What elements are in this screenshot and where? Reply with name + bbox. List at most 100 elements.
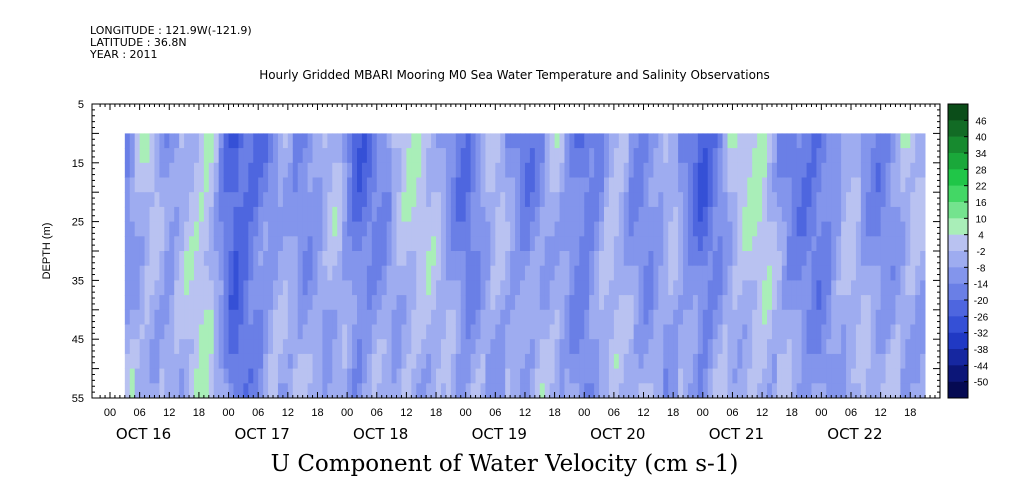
heatmap-cell: [258, 309, 264, 325]
heatmap-cell: [604, 192, 610, 208]
heatmap-cell: [431, 133, 437, 149]
colorbar-swatch: [948, 349, 968, 366]
heatmap-cell: [564, 162, 570, 178]
heatmap-cell: [327, 162, 333, 178]
heatmap-cell: [347, 353, 353, 369]
x-day-label: OCT 20: [590, 425, 645, 443]
heatmap-cell: [712, 221, 719, 237]
heatmap-cell: [510, 280, 516, 296]
heatmap-cell: [500, 133, 506, 149]
heatmap-cell: [826, 236, 832, 252]
heatmap-cell: [277, 339, 284, 355]
heatmap-cell: [920, 162, 926, 178]
heatmap-cell: [870, 206, 877, 222]
colorbar-label: 4: [978, 231, 984, 242]
heatmap-cell: [811, 133, 817, 149]
chart-title: Hourly Gridded MBARI Mooring M0 Sea Wate…: [259, 68, 770, 82]
heatmap-cell: [554, 251, 560, 267]
heatmap-cell: [292, 265, 299, 281]
heatmap-cell: [317, 221, 323, 237]
heatmap-cell: [391, 280, 397, 296]
heatmap-cell: [762, 324, 768, 340]
heatmap-cell: [421, 236, 427, 252]
heatmap-cell: [386, 309, 392, 325]
x-hour-tick-label: 06: [608, 407, 620, 419]
heatmap-cell: [436, 383, 442, 399]
heatmap-cell: [445, 177, 452, 193]
heatmap-cell: [589, 133, 595, 149]
heatmap-cell: [139, 162, 145, 178]
heatmap-cell: [895, 295, 901, 311]
heatmap-cell: [273, 280, 279, 296]
heatmap-cell: [638, 251, 644, 267]
heatmap-cell: [702, 339, 709, 355]
heatmap-cell: [855, 148, 862, 164]
heatmap-cell: [376, 206, 383, 222]
heatmap-cell: [391, 177, 397, 193]
heatmap-cells: [124, 133, 926, 399]
heatmap-cell: [890, 148, 896, 164]
heatmap-cell: [505, 236, 511, 252]
heatmap-cell: [520, 251, 526, 267]
heatmap-cell: [737, 324, 743, 340]
heatmap-cell: [816, 265, 822, 281]
heatmap-cell: [154, 251, 160, 267]
heatmap-cell: [376, 368, 383, 384]
heatmap-cell: [361, 133, 368, 149]
heatmap-cell: [628, 339, 635, 355]
heatmap-cell: [559, 177, 565, 193]
heatmap-cell: [604, 324, 610, 340]
heatmap-cell: [416, 192, 422, 208]
heatmap-cell: [154, 236, 160, 252]
colorbar-label: -26: [974, 312, 989, 323]
heatmap-cell: [579, 221, 585, 237]
heatmap-cell: [658, 133, 664, 149]
heatmap-cell: [628, 206, 635, 222]
heatmap-cell: [801, 133, 807, 149]
heatmap-cell: [781, 309, 788, 325]
heatmap-cell: [757, 236, 763, 252]
heatmap-cell: [282, 206, 289, 222]
heatmap-cell: [510, 265, 516, 281]
axes: 00 06 12 18 00 06 12 18 00 06 12 18 00 06 12 18 00 06 12 18…: [72, 99, 941, 443]
heatmap-cell: [421, 368, 427, 384]
colorbar-label: 22: [975, 182, 987, 193]
heatmap-cell: [900, 192, 906, 208]
heatmap-cell: [702, 236, 709, 252]
heatmap-cell: [342, 353, 348, 369]
heatmap-cell: [584, 383, 590, 399]
heatmap-cell: [470, 339, 476, 355]
heatmap-cell: [396, 162, 402, 178]
heatmap-cell: [668, 339, 674, 355]
heatmap-cell: [144, 353, 150, 369]
heatmap-cell: [549, 206, 555, 222]
heatmap-cell: [604, 295, 610, 311]
heatmap-cell: [203, 133, 210, 149]
heatmap-cell: [455, 236, 462, 252]
heatmap-cell: [475, 251, 481, 267]
heatmap-cell: [618, 383, 625, 399]
heatmap-cell: [707, 383, 714, 399]
heatmap-cell: [480, 177, 486, 193]
heatmap-cell: [233, 162, 239, 178]
heatmap-cell: [890, 309, 896, 325]
heatmap-cell: [752, 295, 758, 311]
heatmap-cell: [366, 177, 373, 193]
heatmap-cell: [124, 133, 131, 149]
heatmap-cell: [431, 162, 437, 178]
heatmap-cell: [579, 339, 585, 355]
heatmap-cell: [633, 251, 639, 267]
heatmap-cell: [687, 280, 694, 296]
heatmap-cell: [421, 383, 427, 399]
heatmap-cell: [722, 309, 728, 325]
heatmap-cell: [475, 148, 481, 164]
heatmap-cell: [223, 368, 229, 384]
heatmap-cell: [737, 265, 743, 281]
heatmap-cell: [139, 309, 145, 325]
heatmap-cell: [149, 133, 155, 149]
heatmap-cell: [287, 368, 294, 384]
x-hour-tick-label: 00: [578, 407, 590, 419]
heatmap-cell: [139, 221, 145, 237]
heatmap-cell: [579, 177, 585, 193]
heatmap-cell: [529, 251, 536, 267]
